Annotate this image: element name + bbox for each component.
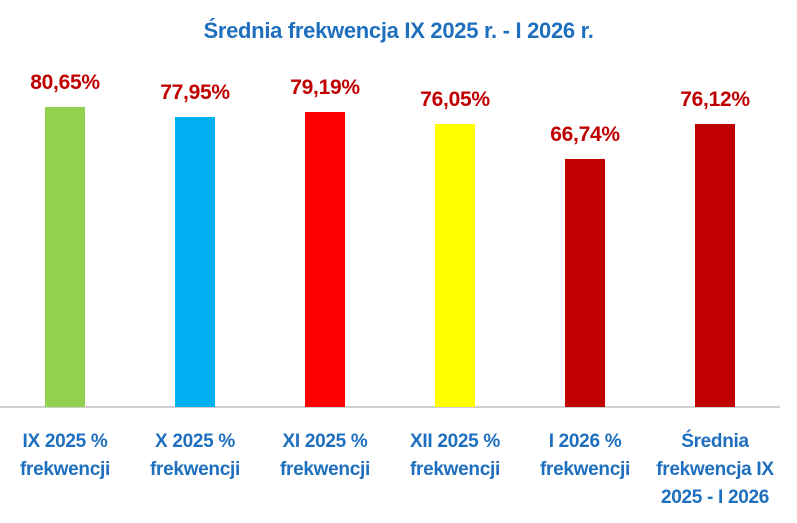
bar: [435, 124, 475, 407]
data-label: 76,05%: [420, 88, 490, 111]
category-label: I 2026 % frekwencji: [540, 431, 630, 480]
data-label: 79,19%: [290, 76, 360, 99]
bar: [175, 117, 215, 407]
category-label: X 2025 % frekwencji: [150, 431, 240, 480]
bar: [695, 124, 735, 407]
bar: [45, 107, 85, 407]
data-label: 76,12%: [680, 88, 750, 111]
category-label: XI 2025 % frekwencji: [280, 431, 370, 480]
category-label: IX 2025 % frekwencji: [20, 431, 110, 480]
data-label: 77,95%: [160, 81, 230, 104]
chart-title: Średnia frekwencja IX 2025 r. - I 2026 r…: [203, 18, 594, 43]
data-label: 66,74%: [550, 123, 620, 146]
bar: [305, 112, 345, 407]
x-axis-line: [0, 406, 780, 408]
category-label: XII 2025 % frekwencji: [410, 431, 500, 480]
bar: [565, 159, 605, 407]
category-label: Średnia frekwencja IX 2025 - I 2026: [656, 431, 774, 508]
data-label: 80,65%: [30, 71, 100, 94]
